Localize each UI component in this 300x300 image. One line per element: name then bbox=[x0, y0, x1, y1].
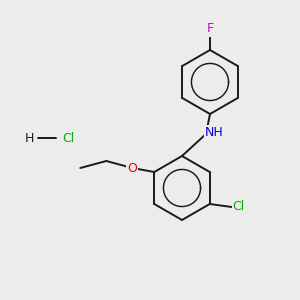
Text: Cl: Cl bbox=[62, 131, 74, 145]
Text: O: O bbox=[127, 161, 137, 175]
Text: H: H bbox=[24, 131, 34, 145]
Text: NH: NH bbox=[205, 127, 224, 140]
Text: F: F bbox=[206, 22, 214, 35]
Text: Cl: Cl bbox=[232, 200, 245, 214]
